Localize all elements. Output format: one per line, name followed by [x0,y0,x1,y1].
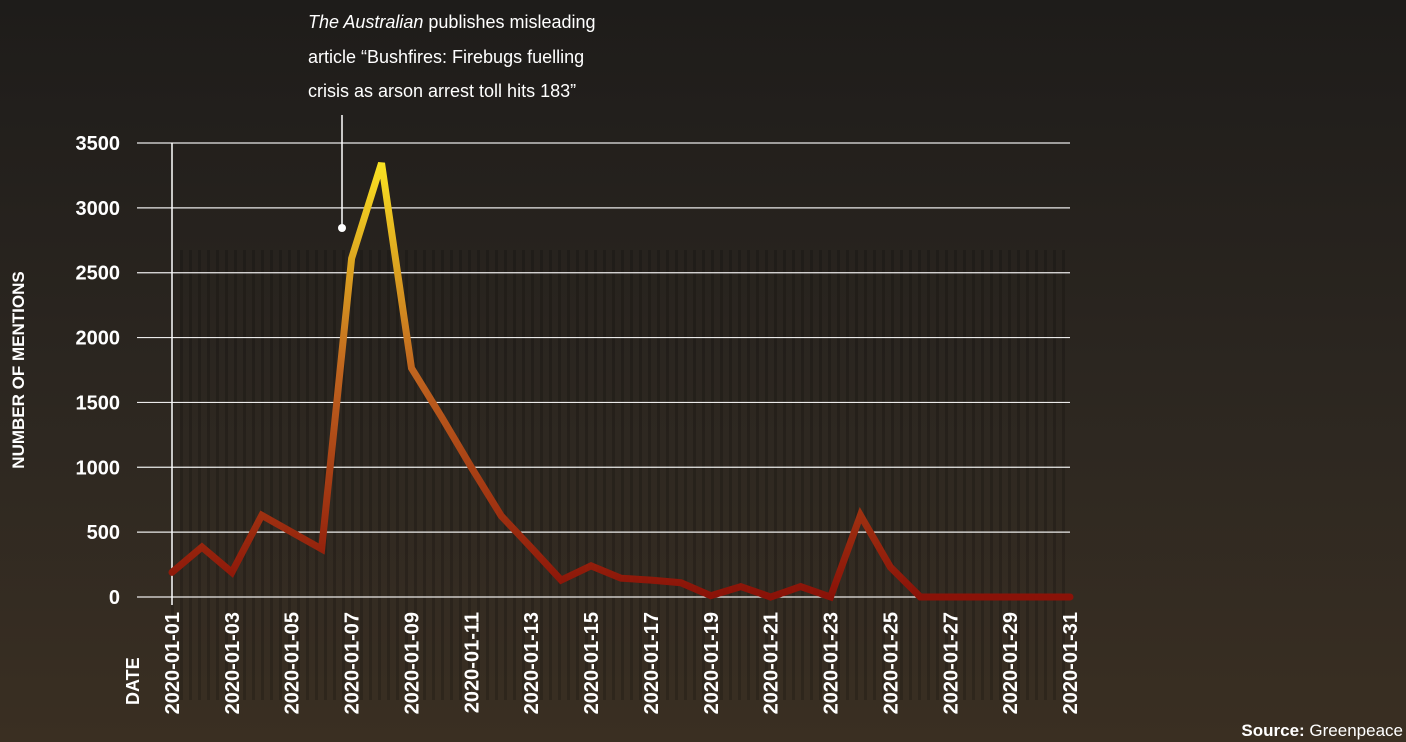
annotation-line: crisis as arson arrest toll hits 183” [308,81,576,101]
y-tick-label: 3500 [76,133,121,155]
y-tick-label: 0 [109,587,120,609]
y-tick-label: 1500 [76,392,121,414]
y-tick-label: 3000 [76,198,121,220]
x-tick-label: 2020-01-03 [222,612,244,714]
x-tick-label: 2020-01-05 [282,612,304,714]
x-tick-label: 2020-01-21 [761,612,783,714]
x-tick-label: 2020-01-15 [581,612,603,714]
x-tick-label: 2020-01-19 [701,612,723,714]
x-tick-label: 2020-01-11 [461,612,483,713]
texture [170,250,1070,700]
x-tick-label: 2020-01-17 [641,612,663,714]
y-axis-label: NUMBER OF MENTIONS [9,271,28,468]
y-tick-label: 2000 [76,328,121,350]
source-label: Source: [1241,721,1304,740]
x-tick-label: 2020-01-13 [521,612,543,714]
x-tick-label: 2020-01-09 [401,612,423,714]
x-tick-label: 2020-01-31 [1060,612,1082,714]
annotation-italic: The Australian [308,12,423,32]
source: Source: Greenpeace [1241,721,1403,740]
source-name: Greenpeace [1309,721,1403,740]
x-tick-label: 2020-01-07 [342,612,364,714]
x-tick-label: 2020-01-29 [1000,612,1022,714]
x-tick-label: 2020-01-23 [821,612,843,714]
annotation-line: article “Bushfires: Firebugs fuelling [308,47,584,67]
line [168,162,1074,602]
annotation-dot [338,224,346,232]
y-tick-label: 2500 [76,263,121,285]
annotation: The Australian publishes misleading arti… [308,12,601,101]
x-tick-label: 2020-01-27 [940,612,962,714]
x-tick-label: 2020-01-01 [162,612,184,714]
annotation-line: publishes misleading [423,12,595,32]
x-tick-label: 2020-01-25 [880,612,902,714]
y-tick-label: 500 [87,522,120,544]
x-axis-label: DATE [123,657,143,705]
y-tick-label: 1000 [76,457,121,479]
